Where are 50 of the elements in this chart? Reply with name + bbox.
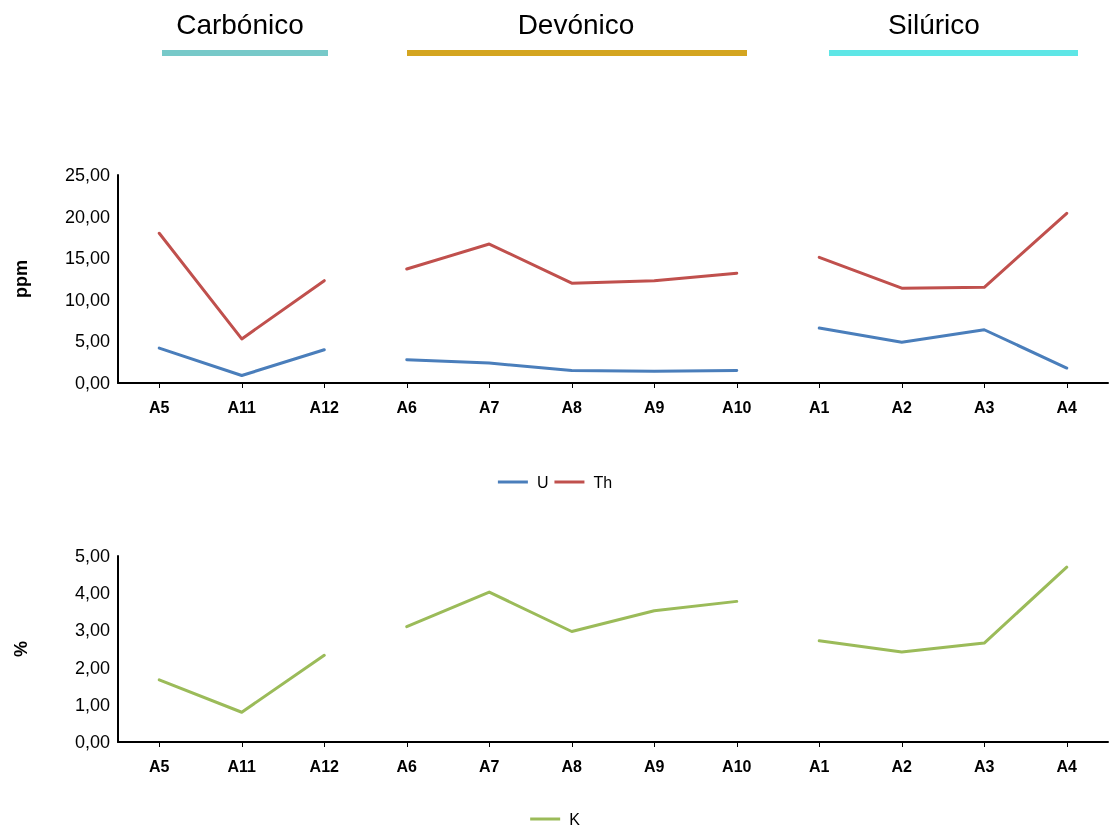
x-tick-label: A6: [396, 757, 418, 775]
x-tick-label: A10: [722, 757, 752, 775]
x-tick-label: A3: [974, 757, 995, 775]
y-tick-label: 5,00: [74, 546, 110, 566]
y-tick-label: 20,00: [64, 206, 110, 227]
x-tick-label: A1: [809, 398, 830, 416]
text: Carbónico: [175, 8, 305, 42]
y-tick-label: 4,00: [74, 583, 110, 604]
y-tick-label: 2,00: [74, 657, 110, 678]
line-series: [817, 565, 1069, 654]
x-tick-label: A5: [149, 398, 170, 416]
x-tick-label: A9: [644, 757, 665, 775]
x-tick-label: A3: [974, 398, 995, 416]
x-tick-label: A1: [809, 757, 830, 775]
x-tick-label: A8: [561, 757, 583, 775]
legend-label: Th: [593, 473, 613, 491]
x-tick-label: A12: [309, 757, 340, 775]
line-series: [817, 326, 1069, 370]
y-axis-title: %: [11, 640, 31, 658]
y-tick-label: 3,00: [74, 620, 110, 641]
line-series: [405, 590, 739, 634]
y-tick-label: 10,00: [64, 289, 110, 310]
x-tick-label: A7: [479, 398, 500, 416]
y-axis-title: ppm: [11, 260, 31, 298]
legend-label: K: [569, 810, 581, 828]
x-tick-label: A9: [644, 398, 665, 416]
y-tick-label: 0,00: [74, 373, 110, 393]
x-tick-label: A10: [722, 398, 752, 416]
line-series: [405, 358, 739, 373]
y-tick-label: 0,00: [74, 732, 110, 752]
line-series: [817, 211, 1069, 290]
x-tick-label: A4: [1056, 398, 1078, 416]
x-tick-label: A4: [1056, 757, 1078, 775]
x-tick-label: A8: [561, 398, 583, 416]
legend-label: U: [536, 473, 549, 491]
x-tick-label: A12: [309, 398, 340, 416]
y-tick-label: 15,00: [64, 248, 110, 269]
x-tick-label: A11: [227, 757, 257, 775]
x-tick-label: A5: [149, 757, 170, 775]
x-tick-label: A7: [479, 757, 500, 775]
text: Silúrico: [887, 8, 981, 42]
y-tick-label: 5,00: [74, 331, 110, 352]
x-tick-label: A11: [227, 398, 257, 416]
x-tick-label: A2: [891, 398, 913, 416]
line-series: [405, 242, 739, 285]
y-tick-label: 1,00: [74, 694, 110, 715]
y-tick-label: 25,00: [64, 165, 110, 185]
x-tick-label: A2: [891, 757, 913, 775]
text: Devónico: [516, 8, 636, 42]
x-tick-label: A6: [396, 398, 418, 416]
